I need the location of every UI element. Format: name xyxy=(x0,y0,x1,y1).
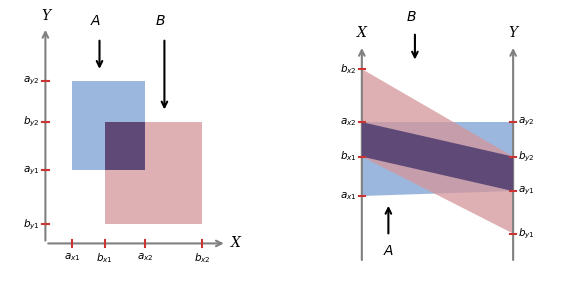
Text: X: X xyxy=(357,26,367,40)
Text: $a_{x1}$: $a_{x1}$ xyxy=(64,252,81,263)
Text: $b_{y1}$: $b_{y1}$ xyxy=(23,217,40,232)
Polygon shape xyxy=(362,122,513,191)
Text: $a_{y2}$: $a_{y2}$ xyxy=(24,75,40,87)
Bar xyxy=(72,81,146,170)
Text: $b_{x1}$: $b_{x1}$ xyxy=(97,252,113,265)
Text: $a_{y1}$: $a_{y1}$ xyxy=(23,164,40,177)
Polygon shape xyxy=(362,69,513,233)
Text: Y: Y xyxy=(509,26,518,40)
Bar xyxy=(105,122,202,224)
Bar xyxy=(105,122,146,170)
Text: $a_{y1}$: $a_{y1}$ xyxy=(518,185,535,197)
Text: $B$: $B$ xyxy=(155,14,166,28)
Text: X: X xyxy=(231,236,240,250)
Text: $B$: $B$ xyxy=(406,10,416,24)
Text: $b_{x2}$: $b_{x2}$ xyxy=(340,62,357,76)
Text: $b_{x2}$: $b_{x2}$ xyxy=(194,252,210,265)
Text: $b_{x1}$: $b_{x1}$ xyxy=(340,150,357,164)
Text: $A$: $A$ xyxy=(383,244,394,258)
Text: $a_{x2}$: $a_{x2}$ xyxy=(137,252,154,263)
Text: $b_{y2}$: $b_{y2}$ xyxy=(518,149,535,164)
Text: $b_{y1}$: $b_{y1}$ xyxy=(518,226,535,241)
Text: $a_{y2}$: $a_{y2}$ xyxy=(518,116,535,128)
Text: $a_{x2}$: $a_{x2}$ xyxy=(340,116,357,128)
Text: $b_{y2}$: $b_{y2}$ xyxy=(23,114,40,129)
Polygon shape xyxy=(362,122,513,197)
Text: $a_{x1}$: $a_{x1}$ xyxy=(340,191,357,202)
Text: $A$: $A$ xyxy=(90,14,101,28)
Text: Y: Y xyxy=(41,9,50,23)
